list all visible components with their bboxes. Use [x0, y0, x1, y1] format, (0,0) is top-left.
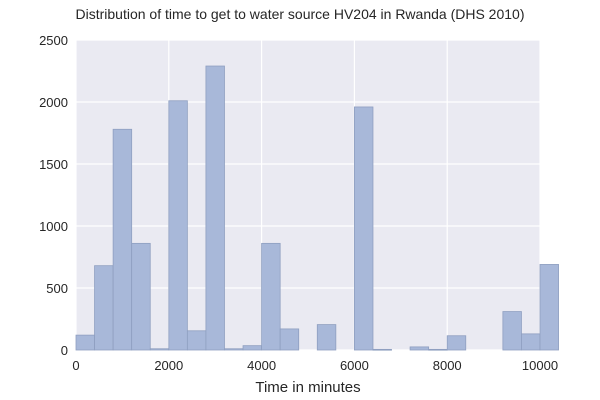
histogram-bar: [149, 348, 170, 351]
x-tick-label: 10000: [522, 358, 558, 373]
histogram-bar: [539, 264, 559, 351]
histogram-bar: [372, 348, 392, 351]
histogram-bar: [205, 65, 225, 351]
histogram-bar: [446, 335, 467, 351]
histogram-bar: [75, 334, 95, 351]
y-axis-ticks: 0 500 1000 1500 2000 2500: [39, 33, 68, 358]
histogram-bar: [316, 324, 337, 351]
histogram-bar: [186, 330, 207, 351]
bars: [75, 65, 559, 351]
histogram-bar: [224, 348, 244, 351]
y-tick-label: 1000: [39, 219, 68, 234]
histogram-bar: [112, 128, 133, 351]
histogram-bar: [502, 311, 522, 351]
histogram-bar: [409, 346, 430, 351]
y-tick-label: 500: [46, 281, 68, 296]
y-tick-label: 2500: [39, 33, 68, 48]
x-axis-label: Time in minutes: [255, 379, 360, 396]
y-tick-label: 1500: [39, 157, 68, 172]
histogram-bar: [168, 100, 188, 351]
histogram-bar: [279, 328, 300, 351]
histogram-bar: [521, 333, 541, 351]
y-tick-label: 2000: [39, 95, 68, 110]
histogram-bar: [131, 242, 151, 351]
histogram-bar: [242, 345, 262, 351]
chart-title: Distribution of time to get to water sou…: [76, 6, 525, 22]
x-tick-label: 6000: [340, 358, 369, 373]
x-tick-label: 0: [72, 358, 79, 373]
histogram-bar: [261, 242, 281, 351]
x-tick-label: 4000: [247, 358, 276, 373]
histogram-bar: [428, 348, 448, 351]
histogram-bar: [353, 106, 374, 351]
histogram-bar: [94, 265, 114, 351]
x-axis-ticks: 0 2000 4000 6000 8000 10000: [72, 358, 558, 373]
x-tick-label: 8000: [433, 358, 462, 373]
y-tick-label: 0: [61, 343, 68, 358]
plot-area: [76, 40, 540, 350]
x-tick-label: 2000: [154, 358, 183, 373]
